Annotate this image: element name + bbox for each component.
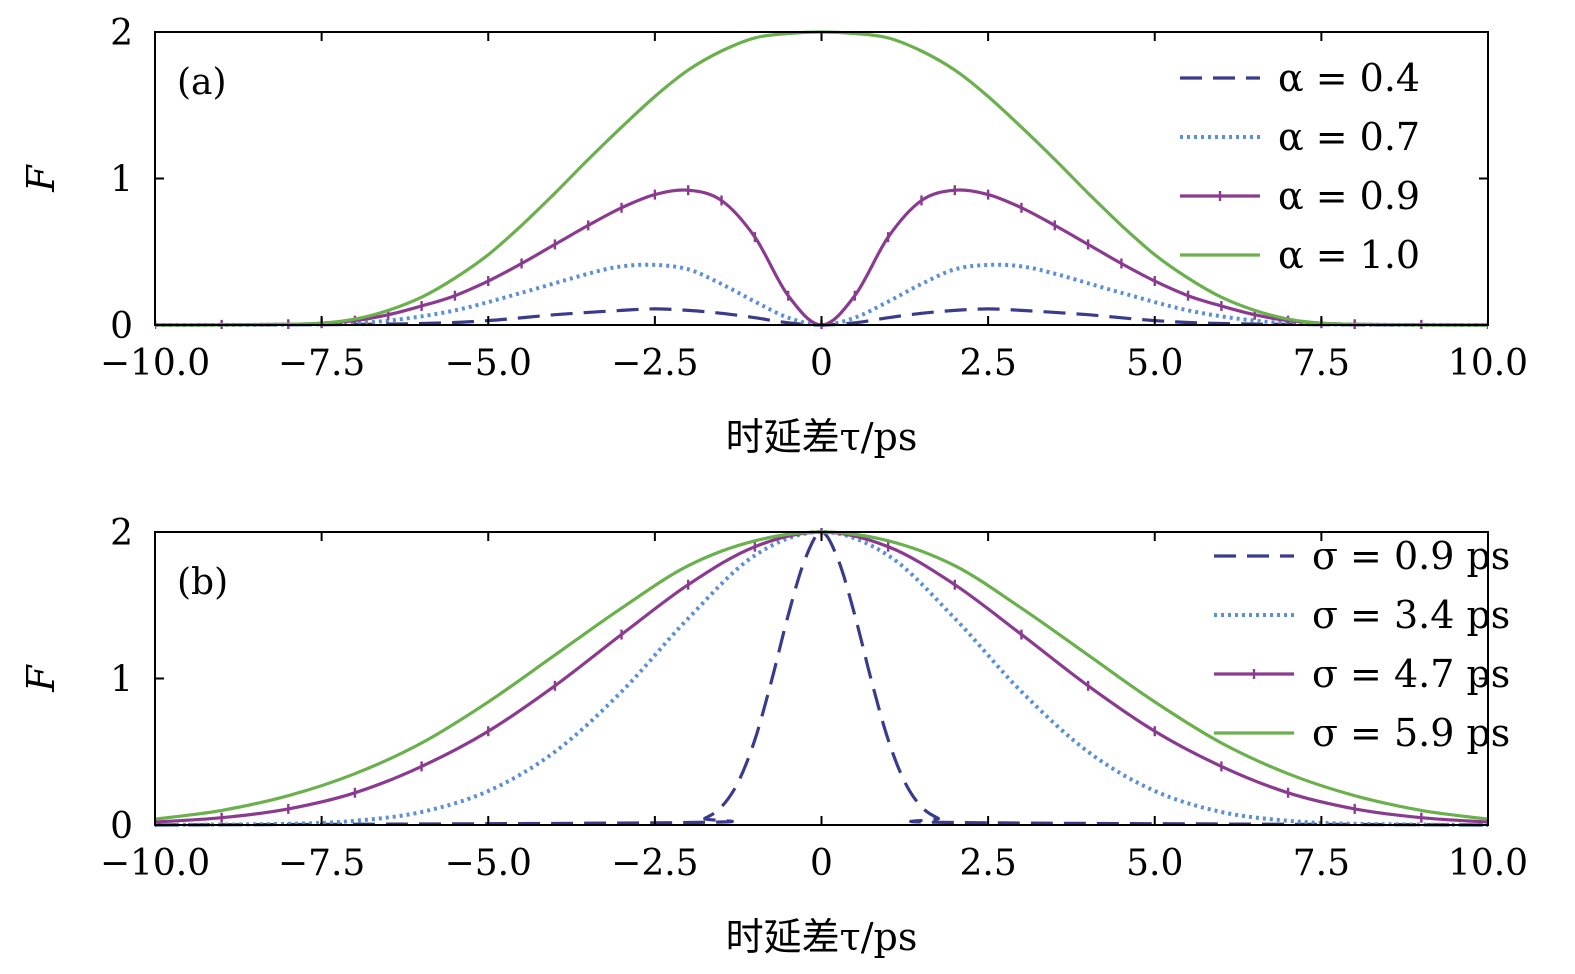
chart-panel-a: −10.0 −7.5 −5.0 −2.5 0 2.5 5.0 7.5 10.0 0 1 2 时延差τ/p…: [19, 13, 1528, 459]
x-tick-label: 10.0: [1448, 843, 1528, 884]
x-tick-label: 7.5: [1293, 843, 1350, 884]
x-tick-label: −7.5: [278, 843, 365, 884]
legend: α = 0.4 α = 0.7 α = 0.9 α = 1.0: [1180, 56, 1420, 277]
legend: σ = 0.9 ps σ = 3.4 ps σ = 4.7 ps σ = 5.9 ps: [1214, 534, 1510, 755]
plot-frame: [154, 531, 1489, 826]
x-tick-label: 2.5: [959, 343, 1016, 384]
x-tick-label: 5.0: [1126, 343, 1183, 384]
x-axis-label: 时延差τ/ps: [726, 915, 918, 959]
x-tick-label: 0: [810, 843, 833, 884]
y-tick-label: 2: [110, 13, 133, 54]
x-tick-label: −5.0: [445, 343, 532, 384]
series-line-2: [155, 530, 1488, 824]
chart-panel-b: −10.0 −7.5 −5.0 −2.5 0 2.5 5.0 7.5 10.0 0 1 2 时延差τ/p…: [19, 513, 1528, 959]
legend-label-3: σ = 5.9 ps: [1312, 711, 1510, 755]
y-tick-label: 1: [110, 660, 133, 701]
series-group: [155, 528, 1488, 828]
legend-label-1: α = 0.7: [1278, 115, 1420, 159]
panel-label: (a): [177, 62, 227, 103]
x-tick-label: 2.5: [959, 843, 1016, 884]
y-tick-label: 2: [110, 513, 133, 554]
legend-label-1: σ = 3.4 ps: [1312, 593, 1510, 637]
x-tick-label: 5.0: [1126, 843, 1183, 884]
x-tick-label: 7.5: [1293, 343, 1350, 384]
legend-label-2: α = 0.9: [1278, 174, 1420, 218]
x-tick-label: −2.5: [611, 843, 698, 884]
y-axis-label: F: [19, 664, 63, 693]
x-tick-label: −10.0: [100, 343, 210, 384]
legend-label-0: σ = 0.9 ps: [1312, 534, 1510, 578]
y-tick-label: 0: [110, 306, 133, 347]
legend-label-3: α = 1.0: [1278, 233, 1420, 277]
legend-label-0: α = 0.4: [1278, 56, 1420, 100]
x-tick-label: −10.0: [100, 843, 210, 884]
x-axis-label: 时延差τ/ps: [726, 415, 918, 459]
x-tick-label: −7.5: [278, 343, 365, 384]
y-tick-label: 1: [110, 160, 133, 201]
y-axis-label: F: [19, 164, 63, 193]
series-line-1: [155, 529, 1488, 827]
y-tick-label: 0: [110, 806, 133, 847]
x-tick-label: 10.0: [1448, 343, 1528, 384]
legend-label-2: σ = 4.7 ps: [1312, 652, 1510, 696]
x-tick-label: −5.0: [445, 843, 532, 884]
panel-label: (b): [177, 562, 228, 603]
x-tick-label: −2.5: [611, 343, 698, 384]
x-tick-label: 0: [810, 343, 833, 384]
series-line-0: [155, 530, 1488, 827]
